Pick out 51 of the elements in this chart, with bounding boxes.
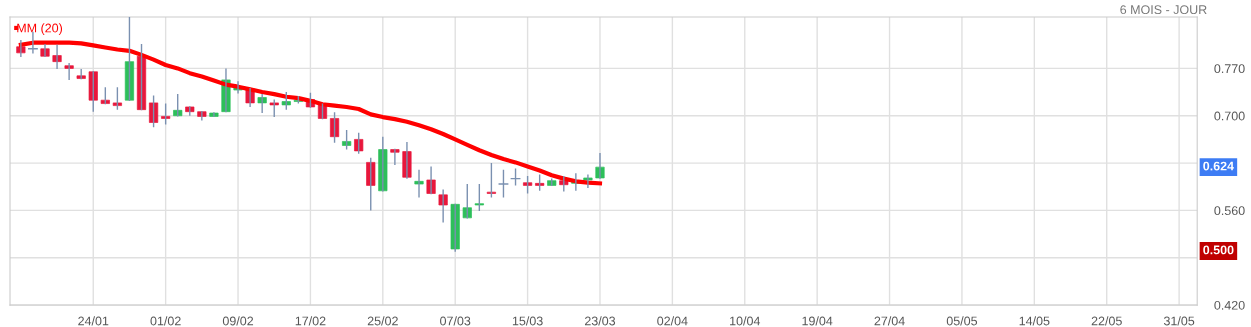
x-tick-label: 07/03 [440,316,471,326]
annotation: 0.500 [1203,245,1234,255]
candlestick [88,71,98,112]
candlestick [112,87,122,110]
y-tick-label: 0.770 [1214,64,1245,74]
candlestick [185,106,195,116]
x-tick-label: 15/03 [512,316,543,326]
x-tick-label: 17/02 [295,316,326,326]
candlestick [209,112,219,118]
x-tick-label: 31/05 [1163,316,1195,326]
x-tick-label: 10/04 [730,316,761,326]
x-tick-label: 25/02 [367,316,398,326]
y-tick-label: 0.560 [1214,206,1245,216]
candlestick [402,142,412,179]
candlestick [149,95,159,128]
candlestick [583,174,593,189]
candlestick [342,129,352,150]
candlestick [474,184,484,212]
candlestick [52,44,62,70]
candlestick [498,169,509,198]
x-tick-label: 24/01 [78,316,109,326]
candlestick [390,148,400,166]
line-series [18,40,603,186]
candlestick [414,169,424,198]
candlestick [197,110,207,121]
annotation: 0.624 [1203,161,1234,171]
x-tick-label: 23/03 [584,316,616,326]
candlestick [173,94,183,117]
x-tick-label: 14/05 [1019,316,1050,326]
x-tick-label: 19/04 [802,316,833,326]
x-tick-label: 02/04 [657,316,688,326]
y-tick-label: 0.700 [1214,111,1245,121]
candlestick [366,157,376,211]
candlestick [450,203,460,252]
candlestick [64,62,74,80]
y-tick-label: 0.420 [1214,300,1245,310]
candlestick [426,166,436,195]
candlestick [161,103,171,125]
candlestick [595,152,605,179]
candlestick [76,69,86,80]
candlestick [257,94,267,114]
x-tick-label: 27/04 [874,316,905,326]
candlestick [438,189,448,223]
candlestick [354,132,364,154]
x-tick-label: 05/05 [946,316,978,326]
x-tick-label: 22/05 [1091,316,1122,326]
x-tick-label: 01/02 [150,316,181,326]
candlestick [462,184,472,219]
x-tick-label: 09/02 [222,316,254,326]
chart-subtitle: 6 MOIS - JOUR [1120,5,1207,15]
candlestick [40,44,50,57]
